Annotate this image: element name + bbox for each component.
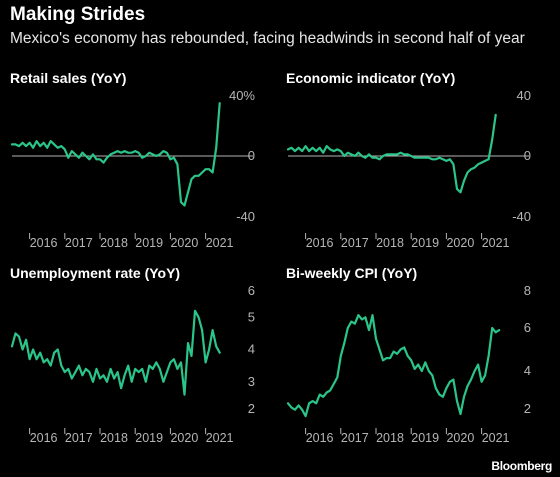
panel-title-cpi: Bi-weekly CPI (YoY) bbox=[286, 265, 418, 281]
x-tick-label-retail-sales-5: 2021 bbox=[206, 236, 234, 250]
panel-title-economic-indicator: Economic indicator (YoY) bbox=[286, 70, 456, 86]
panel-title-unemployment: Unemployment rate (YoY) bbox=[10, 265, 181, 281]
y-tick-label-unemployment-4: 2 bbox=[248, 401, 255, 416]
y-tick-label-unemployment-3: 3 bbox=[248, 374, 255, 389]
y-tick-label-retail-sales-2: -40 bbox=[236, 209, 255, 224]
series-line-economic-indicator-0 bbox=[286, 113, 497, 194]
x-tick-label-unemployment-0: 2016 bbox=[30, 431, 58, 445]
x-tick-label-economic-indicator-4: 2020 bbox=[446, 236, 474, 250]
y-tick-label-unemployment-2: 4 bbox=[248, 342, 255, 357]
x-tick-label-retail-sales-4: 2020 bbox=[170, 236, 198, 250]
y-tick-label-unemployment-0: 6 bbox=[248, 283, 255, 298]
series-line-unemployment-0 bbox=[10, 309, 221, 396]
y-tick-label-economic-indicator-2: -40 bbox=[512, 209, 531, 224]
series-line-retail-sales-0 bbox=[10, 102, 221, 207]
y-tick-label-cpi-1: 6 bbox=[524, 320, 531, 335]
x-tick-label-cpi-2: 2018 bbox=[376, 431, 404, 445]
x-tick-label-unemployment-4: 2020 bbox=[170, 431, 198, 445]
y-tick-label-unemployment-1: 5 bbox=[248, 309, 255, 324]
x-tick-label-unemployment-5: 2021 bbox=[206, 431, 234, 445]
x-tick-label-economic-indicator-2: 2018 bbox=[376, 236, 404, 250]
source-label: Bloomberg bbox=[491, 459, 552, 473]
y-tick-label-cpi-3: 2 bbox=[524, 401, 531, 416]
x-tick-label-cpi-4: 2020 bbox=[446, 431, 474, 445]
x-tick-label-unemployment-2: 2018 bbox=[100, 431, 128, 445]
x-tick-label-cpi-0: 2016 bbox=[306, 431, 334, 445]
y-tick-label-retail-sales-1: 0 bbox=[248, 148, 255, 163]
x-tick-label-economic-indicator-3: 2019 bbox=[411, 236, 439, 250]
x-tick-label-economic-indicator-5: 2021 bbox=[482, 236, 510, 250]
y-tick-label-cpi-0: 8 bbox=[524, 283, 531, 298]
x-tick-label-retail-sales-2: 2018 bbox=[100, 236, 128, 250]
x-tick-label-unemployment-1: 2017 bbox=[65, 431, 93, 445]
y-tick-label-economic-indicator-1: 0 bbox=[524, 148, 531, 163]
panel-title-retail-sales: Retail sales (YoY) bbox=[10, 70, 127, 86]
x-tick-label-unemployment-3: 2019 bbox=[135, 431, 163, 445]
x-tick-label-cpi-5: 2021 bbox=[482, 431, 510, 445]
y-tick-label-economic-indicator-0: 40 bbox=[517, 88, 531, 103]
series-line-cpi-0 bbox=[286, 314, 501, 418]
chart-title: Making Strides bbox=[10, 4, 146, 25]
x-tick-label-economic-indicator-1: 2017 bbox=[341, 236, 369, 250]
x-tick-label-retail-sales-3: 2019 bbox=[135, 236, 163, 250]
chart-subtitle: Mexico's economy has rebounded, facing h… bbox=[10, 30, 525, 47]
x-tick-label-cpi-1: 2017 bbox=[341, 431, 369, 445]
y-tick-label-retail-sales-0: 40% bbox=[229, 88, 255, 103]
y-tick-label-cpi-2: 4 bbox=[524, 363, 531, 378]
x-tick-label-retail-sales-0: 2016 bbox=[30, 236, 58, 250]
x-tick-label-economic-indicator-0: 2016 bbox=[306, 236, 334, 250]
x-tick-label-cpi-3: 2019 bbox=[411, 431, 439, 445]
x-tick-label-retail-sales-1: 2017 bbox=[65, 236, 93, 250]
